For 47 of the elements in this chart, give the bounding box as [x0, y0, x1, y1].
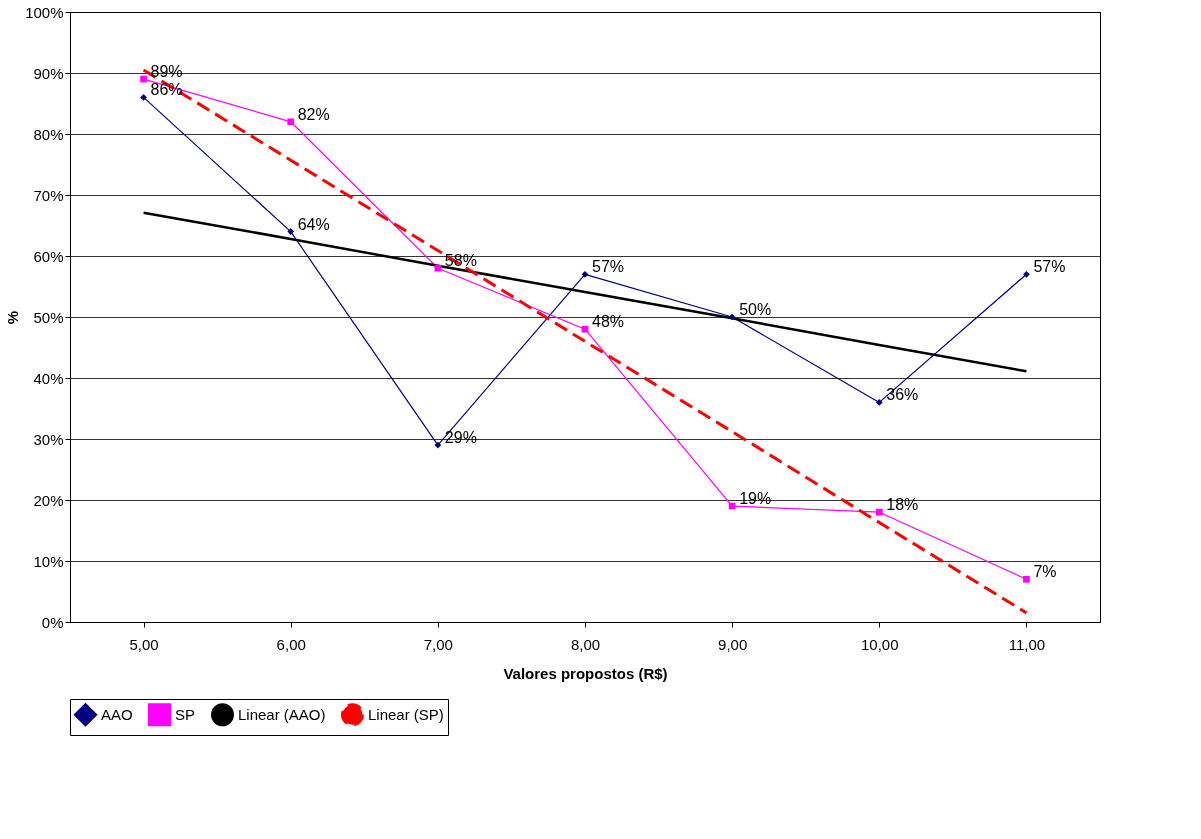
y-tick-label: 100%	[25, 3, 64, 21]
point	[287, 228, 295, 235]
point	[434, 441, 442, 449]
data-label: 57%	[1033, 258, 1066, 276]
y-tick-label: 50%	[33, 308, 64, 326]
point	[1023, 575, 1030, 583]
x-axis-title: Valores propostos (R$)	[503, 664, 668, 682]
x-tick-label: 8,00	[570, 635, 601, 653]
y-tick-label: 40%	[33, 369, 64, 387]
point	[581, 325, 589, 333]
y-tick-label: 70%	[33, 186, 64, 204]
y-tick-label: 60%	[33, 247, 64, 265]
data-label: 64%	[297, 215, 330, 233]
y-tick-label: 90%	[33, 64, 64, 82]
x-tick-label: 10,00	[861, 635, 899, 653]
legend-label: Linear (SP)	[368, 705, 444, 723]
y-axis-title: %	[4, 310, 22, 325]
point	[875, 508, 883, 516]
point	[287, 118, 295, 126]
data-label: 58%	[444, 252, 477, 270]
point	[434, 264, 442, 272]
x-tick-label: 11,00	[1008, 635, 1046, 653]
point	[140, 94, 147, 101]
x-tick-label: 7,00	[423, 635, 453, 653]
data-label: 36%	[886, 386, 919, 404]
y-tick-label: 80%	[33, 125, 64, 143]
point	[1023, 270, 1030, 278]
data-label: 18%	[886, 496, 919, 514]
data-label: 7%	[1033, 563, 1057, 581]
data-label: 50%	[739, 301, 772, 318]
y-tick-label: 20%	[33, 491, 64, 509]
legend-label: Linear (AAO)	[238, 705, 326, 723]
data-label: 57%	[592, 258, 625, 276]
point	[875, 399, 883, 406]
point	[140, 75, 147, 83]
x-tick-label: 9,00	[718, 635, 748, 653]
legend-label: SP	[175, 705, 196, 723]
x-tick-label: 6,00	[276, 635, 306, 653]
y-tick-label: 30%	[33, 430, 64, 448]
point	[581, 270, 589, 278]
data-label: 48%	[592, 313, 625, 331]
x-tick-label: 5,00	[129, 635, 159, 653]
y-tick-label: 0%	[41, 613, 64, 631]
data-label: 82%	[297, 105, 330, 123]
legend-label: AAO	[101, 705, 133, 723]
point	[728, 313, 736, 321]
y-tick-label: 10%	[33, 552, 64, 570]
